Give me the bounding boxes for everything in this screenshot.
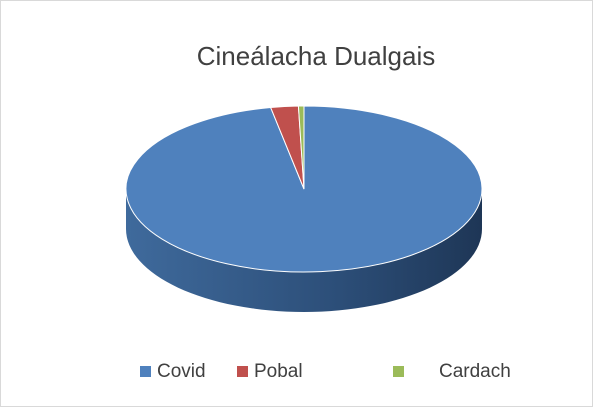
legend-label: Pobal xyxy=(254,361,303,382)
legend-label: Covid xyxy=(157,361,206,382)
slice xyxy=(125,105,483,273)
slice xyxy=(297,105,305,190)
legend-label: Cardach xyxy=(439,361,511,382)
legend-swatch xyxy=(237,366,248,377)
chart-title: Cineálacha Dualgais xyxy=(197,41,435,71)
slice-side xyxy=(126,189,482,312)
legend-swatch xyxy=(393,366,404,377)
legend-swatch xyxy=(140,366,151,377)
